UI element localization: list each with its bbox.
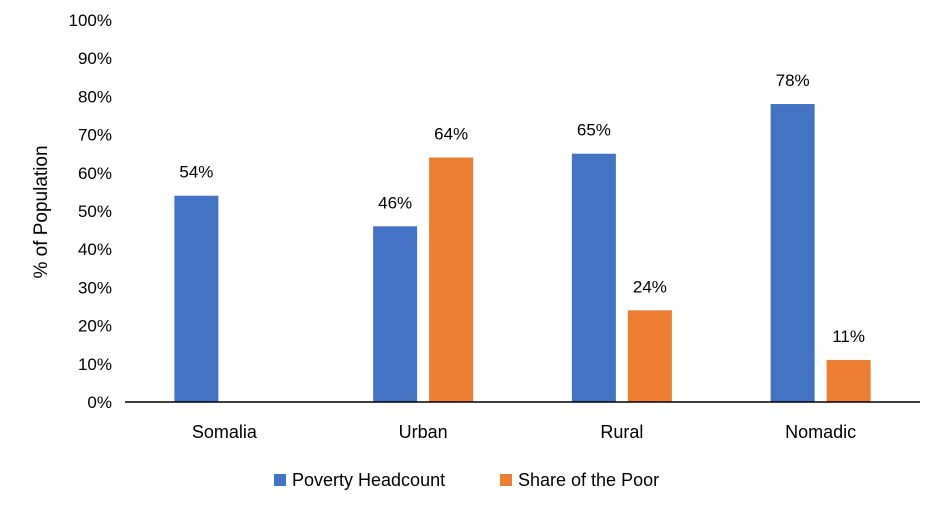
category-label: Nomadic — [785, 422, 856, 442]
legend-label: Poverty Headcount — [292, 470, 445, 490]
bars — [174, 104, 871, 402]
y-tick-label: 20% — [78, 317, 112, 336]
legend: Poverty Headcount Share of the Poor — [274, 470, 659, 490]
legend-swatch — [274, 474, 286, 486]
y-tick-label: 40% — [78, 240, 112, 259]
category-label: Urban — [399, 422, 448, 442]
y-tick-labels: 0% 10% 20% 30% 40% 50% 60% 70% 80% 90% 100% — [69, 11, 112, 412]
data-label: 11% — [832, 327, 865, 346]
data-labels: 54% 46% 64% 65% 24% 78% 11% — [179, 71, 865, 346]
category-label: Somalia — [192, 422, 258, 442]
data-label: 54% — [179, 163, 213, 182]
data-label: 24% — [633, 277, 667, 296]
bar-share-of-poor-nomadic — [826, 359, 871, 402]
data-label: 46% — [378, 193, 412, 212]
data-label: 64% — [434, 125, 468, 144]
bar-poverty-headcount-rural — [571, 153, 616, 402]
y-tick-label: 60% — [78, 164, 112, 183]
y-tick-label: 30% — [78, 278, 112, 297]
y-tick-label: 70% — [78, 126, 112, 145]
bar-share-of-poor-urban — [429, 157, 474, 402]
y-tick-label: 50% — [78, 202, 112, 221]
bar-share-of-poor-rural — [627, 310, 672, 402]
y-tick-label: 80% — [78, 87, 112, 106]
bar-poverty-headcount-somalia — [174, 195, 219, 402]
category-labels: Somalia Urban Rural Nomadic — [192, 422, 856, 442]
bar-poverty-headcount-nomadic — [770, 104, 815, 402]
y-tick-label: 100% — [69, 11, 112, 30]
category-label: Rural — [600, 422, 643, 442]
legend-swatch — [500, 474, 512, 486]
y-tick-label: 10% — [78, 355, 112, 374]
y-tick-label: 90% — [78, 49, 112, 68]
bar-poverty-headcount-urban — [373, 226, 418, 402]
data-label: 78% — [776, 71, 810, 90]
data-label: 65% — [577, 121, 611, 140]
y-tick-label: 0% — [87, 393, 112, 412]
legend-label: Share of the Poor — [518, 470, 659, 490]
y-axis-label: % of Population — [31, 145, 52, 278]
